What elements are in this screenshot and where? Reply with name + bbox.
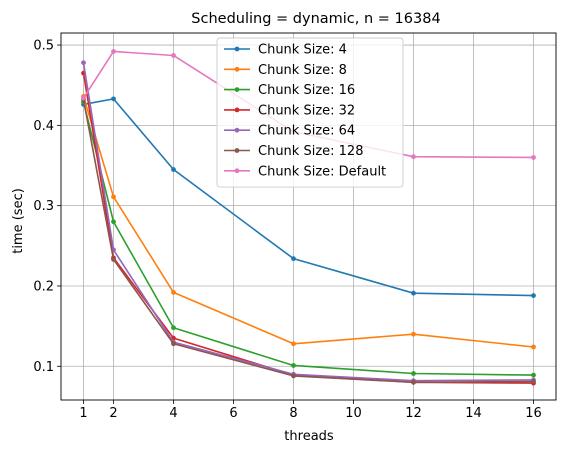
- data-point: [531, 155, 536, 160]
- series-line: [82, 62, 534, 382]
- legend-item: Chunk Size: 64: [224, 124, 355, 139]
- plot-area-frame: [60, 32, 557, 401]
- y-axis-label: time (sec): [11, 188, 26, 254]
- data-point: [291, 341, 296, 347]
- data-point: [291, 256, 296, 262]
- x-tick-label: 12: [405, 406, 422, 421]
- data-point: [411, 379, 416, 385]
- data-series: [81, 49, 536, 386]
- legend-item: Chunk Size: Default: [224, 164, 386, 179]
- x-tick-label: 10: [345, 406, 362, 421]
- legend-item: Chunk Size: 128: [224, 144, 363, 159]
- x-tick-label: 6: [229, 406, 237, 421]
- data-point: [171, 53, 176, 58]
- chart-title: Scheduling = dynamic, n = 16384: [191, 11, 440, 27]
- x-axis-label: threads: [284, 429, 334, 444]
- data-point: [81, 60, 86, 66]
- legend-item: Chunk Size: 8: [224, 63, 347, 78]
- data-point: [291, 363, 296, 368]
- legend-swatch-marker: [234, 148, 240, 153]
- data-point: [171, 341, 176, 347]
- data-point: [531, 372, 536, 378]
- legend-label: Chunk Size: 128: [258, 144, 363, 159]
- legend-swatch-marker: [234, 107, 240, 113]
- legend-label: Chunk Size: 64: [258, 124, 355, 139]
- data-point: [531, 293, 536, 299]
- y-tick-label: 0.4: [33, 119, 54, 134]
- series-line: [82, 99, 534, 384]
- legend-swatch-marker: [234, 168, 240, 174]
- legend-item: Chunk Size: 16: [224, 83, 355, 98]
- legend-frame: [216, 37, 404, 188]
- series-line: [82, 96, 534, 348]
- series-line: [82, 101, 534, 376]
- data-point: [111, 96, 116, 102]
- legend-swatch-marker: [234, 66, 240, 72]
- legend-swatch-marker: [234, 127, 240, 133]
- x-tick-label: 16: [525, 406, 542, 421]
- data-point: [411, 154, 416, 160]
- data-point: [531, 344, 536, 350]
- legend-label: Chunk Size: 32: [258, 103, 355, 118]
- legend-label: Chunk Size: 16: [258, 83, 355, 98]
- legend-swatch-marker: [234, 46, 240, 52]
- y-tick-label: 0.2: [33, 279, 54, 294]
- data-point: [411, 331, 416, 337]
- data-point: [81, 95, 86, 101]
- x-tick-label: 8: [289, 406, 297, 421]
- y-tick-label: 0.5: [33, 39, 54, 54]
- data-point: [111, 194, 116, 200]
- legend-label: Chunk Size: 4: [258, 43, 347, 58]
- legend-label: Chunk Size: 8: [258, 63, 347, 78]
- y-tick-label: 0.1: [33, 360, 54, 375]
- legend: Chunk Size: 4 Chunk Size: 8 Chunk Size: 16…: [216, 37, 404, 188]
- data-point: [111, 219, 116, 225]
- data-point: [411, 371, 416, 376]
- x-tick-label: 2: [109, 406, 117, 421]
- legend-label: Chunk Size: Default: [258, 164, 386, 179]
- data-point: [111, 49, 116, 54]
- series-line: [83, 98, 534, 297]
- legend-item: Chunk Size: 4: [224, 43, 347, 58]
- legend-swatch-marker: [234, 87, 240, 92]
- data-point: [171, 289, 176, 295]
- data-point: [531, 379, 536, 384]
- axis-ticks: 1 2 4 6 8 10 12 14 160.10.20.30.40.5: [33, 39, 541, 421]
- data-point: [411, 290, 416, 296]
- x-tick-label: 1: [79, 406, 87, 421]
- y-tick-label: 0.3: [33, 199, 54, 214]
- data-point: [111, 257, 116, 262]
- data-point: [291, 373, 296, 379]
- legend-item: Chunk Size: 32: [224, 103, 355, 118]
- x-tick-label: 14: [465, 406, 482, 421]
- data-point: [171, 167, 176, 172]
- x-tick-label: 4: [169, 406, 177, 421]
- data-point: [171, 325, 176, 331]
